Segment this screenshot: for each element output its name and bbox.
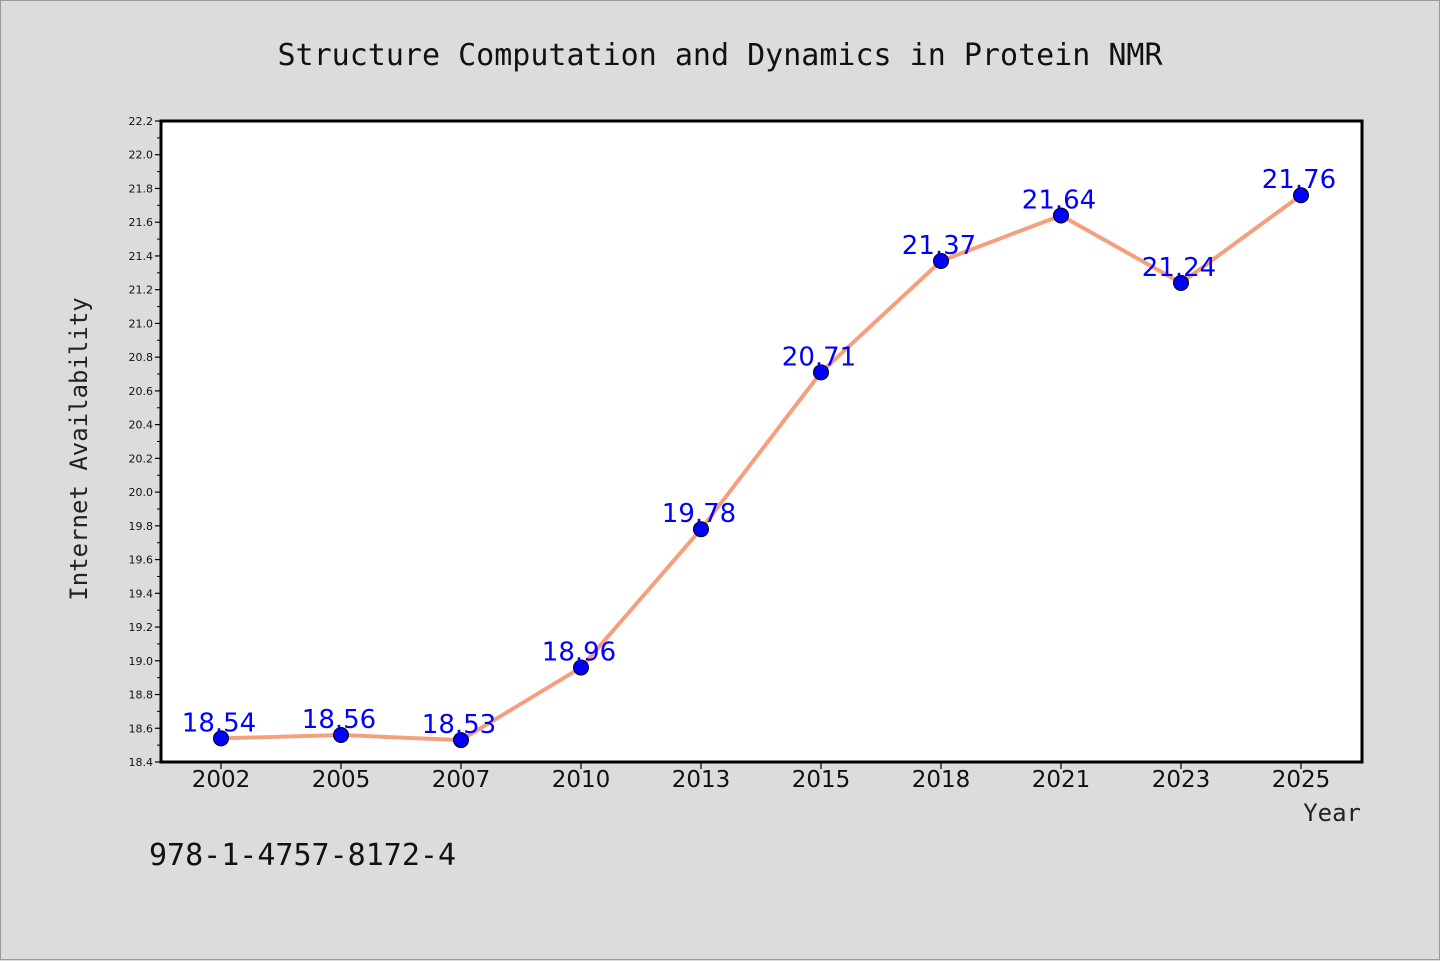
data-point (813, 364, 829, 381)
data-label: 21.76 (1262, 165, 1336, 195)
data-point (1293, 187, 1309, 204)
y-axis: 18.4 18.6 18.8 19.0 19.2 19.4 19.6 19.8 20.0 20.2… (129, 115, 161, 769)
data-label: 21.24 (1142, 253, 1216, 283)
data-label: 18.56 (302, 705, 376, 735)
x-tick-label: 2018 (912, 767, 971, 793)
y-tick-label: 21.4 (129, 250, 154, 263)
y-tick-label: 19.6 (129, 554, 154, 567)
x-tick-label: 2007 (432, 767, 491, 793)
data-point (693, 521, 709, 538)
y-tick-label: 19.0 (129, 655, 154, 668)
y-tick-label: 19.2 (129, 621, 154, 634)
y-tick-label: 20.4 (129, 419, 154, 432)
y-tick-label: 18.4 (129, 756, 154, 769)
y-tick-label: 22.2 (129, 115, 154, 128)
data-point (453, 732, 469, 749)
x-axis-label: Year (1303, 799, 1361, 827)
y-tick-label: 20.6 (129, 385, 154, 398)
y-tick-label: 19.8 (129, 520, 154, 533)
x-tick-label: 2021 (1032, 767, 1091, 793)
y-tick-label: 18.6 (129, 722, 154, 735)
data-point (1173, 274, 1189, 291)
y-tick-label: 20.8 (129, 351, 154, 364)
plot-area (159, 119, 1364, 764)
y-axis-label: Internet Availability (65, 297, 93, 600)
data-point (213, 730, 229, 747)
chart-title: Structure Computation and Dynamics in Pr… (277, 38, 1163, 73)
x-tick-label: 2015 (792, 767, 851, 793)
x-tick-label: 2010 (552, 767, 611, 793)
isbn-text: 978-1-4757-8172-4 (149, 838, 456, 873)
x-tick-label: 2025 (1272, 767, 1331, 793)
y-tick-label: 21.6 (129, 216, 154, 229)
data-label: 21.64 (1022, 185, 1096, 215)
data-point (573, 659, 589, 676)
data-point (933, 253, 949, 270)
x-tick-label: 2013 (672, 767, 731, 793)
x-tick-label: 2002 (192, 767, 251, 793)
data-label: 19.78 (662, 499, 736, 529)
y-tick-label: 21.8 (129, 182, 154, 195)
data-label: 18.53 (422, 710, 496, 740)
y-tick-label: 21.0 (129, 317, 154, 330)
data-point (1053, 207, 1069, 224)
x-axis: 2002 2005 2007 2010 2013 2015 2018 2021 2023 2025 (192, 762, 1331, 793)
x-tick-label: 2023 (1152, 767, 1211, 793)
y-tick-label: 20.0 (129, 486, 154, 499)
data-label: 21.37 (902, 231, 976, 261)
y-tick-label: 21.2 (129, 284, 154, 297)
data-label: 18.96 (542, 638, 616, 668)
data-label: 18.54 (182, 708, 256, 738)
series-line (220, 193, 1303, 743)
y-tick-label: 20.2 (129, 452, 154, 465)
y-tick-label: 22.0 (129, 149, 154, 162)
data-point (333, 727, 349, 744)
data-label: 20.71 (782, 342, 856, 372)
series-layer: 18.54 18.56 18.53 18.96 19.78 20.71 21.37 21.64… (182, 165, 1336, 749)
x-tick-label: 2005 (312, 767, 371, 793)
y-tick-label: 18.8 (129, 689, 154, 702)
y-tick-label: 19.4 (129, 587, 154, 600)
